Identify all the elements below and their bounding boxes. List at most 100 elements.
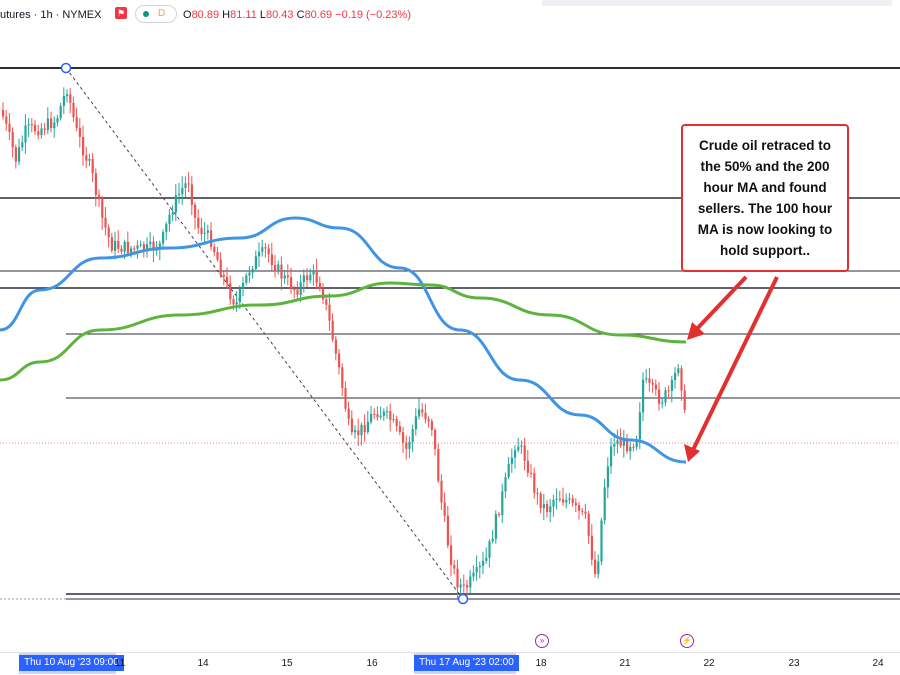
candle-body bbox=[30, 124, 33, 126]
delayed-badge: D bbox=[158, 8, 166, 19]
symbol-title[interactable]: utures · 1h · NYMEX bbox=[0, 9, 102, 21]
candle-body bbox=[325, 299, 328, 305]
candle-body bbox=[334, 339, 337, 354]
time-range-end-label: Thu 17 Aug '23 02:00 bbox=[414, 655, 519, 671]
annotation-callout[interactable]: Crude oil retraced to the 50% and the 20… bbox=[681, 124, 849, 272]
candle-body bbox=[475, 567, 478, 573]
candle-body bbox=[82, 136, 85, 156]
candle-body bbox=[149, 241, 152, 245]
candle-body bbox=[251, 269, 254, 273]
candle-body bbox=[296, 289, 299, 295]
swing-low-anchor[interactable] bbox=[457, 593, 469, 605]
candle-body bbox=[306, 275, 309, 281]
candle-body bbox=[56, 118, 59, 123]
candle-body bbox=[203, 232, 206, 234]
candle-body bbox=[27, 124, 30, 126]
time-tick: 15 bbox=[281, 658, 293, 669]
candle-body bbox=[184, 183, 187, 188]
candle-body bbox=[462, 584, 465, 586]
arrow-head-ma100 bbox=[684, 444, 700, 462]
candle-body bbox=[290, 277, 293, 290]
candle-body bbox=[392, 419, 395, 421]
candle-body bbox=[398, 426, 401, 433]
candle-body bbox=[107, 227, 110, 238]
candle-body bbox=[254, 256, 257, 270]
candle-body bbox=[590, 535, 593, 560]
candle-body bbox=[648, 378, 651, 383]
candle-body bbox=[235, 302, 238, 305]
candle-body bbox=[216, 252, 219, 260]
candle-body bbox=[488, 541, 491, 558]
candle-body bbox=[373, 414, 376, 416]
candle-body bbox=[626, 438, 629, 452]
change-value: −0.19 (−0.23%) bbox=[335, 9, 411, 21]
candle-body bbox=[88, 159, 91, 161]
economic-event-icon[interactable]: » bbox=[535, 634, 549, 648]
candle-body bbox=[194, 204, 197, 218]
candle-body bbox=[370, 414, 373, 422]
candle-body bbox=[347, 408, 350, 419]
candle-body bbox=[171, 212, 174, 215]
candle-body bbox=[581, 510, 584, 512]
time-axis[interactable]: Thu 10 Aug '23 09:00 Thu 17 Aug '23 02:0… bbox=[0, 652, 900, 675]
candle-body bbox=[613, 443, 616, 447]
candle-body bbox=[546, 504, 549, 513]
candle-body bbox=[504, 477, 507, 492]
candle-body bbox=[635, 439, 638, 448]
swing-high-anchor[interactable] bbox=[60, 62, 72, 74]
candle-body bbox=[133, 248, 136, 250]
candle-body bbox=[43, 128, 46, 130]
candle-body bbox=[661, 402, 664, 404]
candle-body bbox=[587, 513, 590, 536]
low-label: L bbox=[259, 9, 267, 21]
candle-body bbox=[629, 446, 632, 452]
candle-body bbox=[482, 560, 485, 566]
candle-body bbox=[232, 299, 235, 305]
candle-body bbox=[200, 227, 203, 234]
candle-body bbox=[174, 195, 177, 213]
candle-body bbox=[366, 421, 369, 433]
price-chart[interactable] bbox=[0, 0, 900, 652]
candle-body bbox=[206, 230, 209, 233]
time-tick: 14 bbox=[197, 658, 209, 669]
candle-body bbox=[126, 241, 129, 253]
candle-body bbox=[168, 214, 171, 225]
candle-body bbox=[85, 155, 88, 161]
candle-body bbox=[14, 147, 17, 162]
candle-body bbox=[619, 440, 622, 446]
candle-body bbox=[286, 275, 289, 278]
candle-body bbox=[5, 116, 8, 124]
candle-body bbox=[658, 389, 661, 404]
candle-body bbox=[494, 514, 497, 539]
candle-body bbox=[101, 199, 104, 218]
time-tick: 18 bbox=[535, 658, 547, 669]
candle-body bbox=[434, 429, 437, 449]
candle-body bbox=[642, 379, 645, 413]
candle-body bbox=[664, 390, 667, 403]
candle-body bbox=[402, 432, 405, 443]
candle-body bbox=[536, 492, 539, 494]
candle-body bbox=[622, 438, 625, 446]
time-range-start-label: Thu 10 Aug '23 09:00 bbox=[19, 655, 124, 671]
candle-body bbox=[24, 125, 27, 143]
candle-body bbox=[50, 118, 53, 129]
candle-body bbox=[46, 118, 49, 130]
candle-body bbox=[360, 424, 363, 436]
candle-body bbox=[238, 289, 241, 303]
candle-body bbox=[469, 576, 472, 588]
economic-event-icon[interactable]: ⚡ bbox=[680, 634, 694, 648]
candle-body bbox=[98, 194, 101, 200]
candle-body bbox=[136, 245, 139, 249]
candle-body bbox=[405, 442, 408, 449]
candle-body bbox=[11, 132, 14, 148]
candle-body bbox=[501, 491, 504, 515]
candle-body bbox=[456, 568, 459, 588]
market-status-pill[interactable]: D bbox=[135, 5, 177, 23]
candle-body bbox=[34, 124, 37, 132]
flag-icon[interactable]: ⚑ bbox=[115, 7, 127, 19]
candle-body bbox=[299, 282, 302, 295]
chart-header: utures · 1h · NYMEX ⚑ D O80.89 H81.11 L8… bbox=[0, 0, 900, 26]
candle-body bbox=[72, 102, 75, 118]
candle-body bbox=[69, 94, 72, 103]
candle-body bbox=[578, 505, 581, 511]
